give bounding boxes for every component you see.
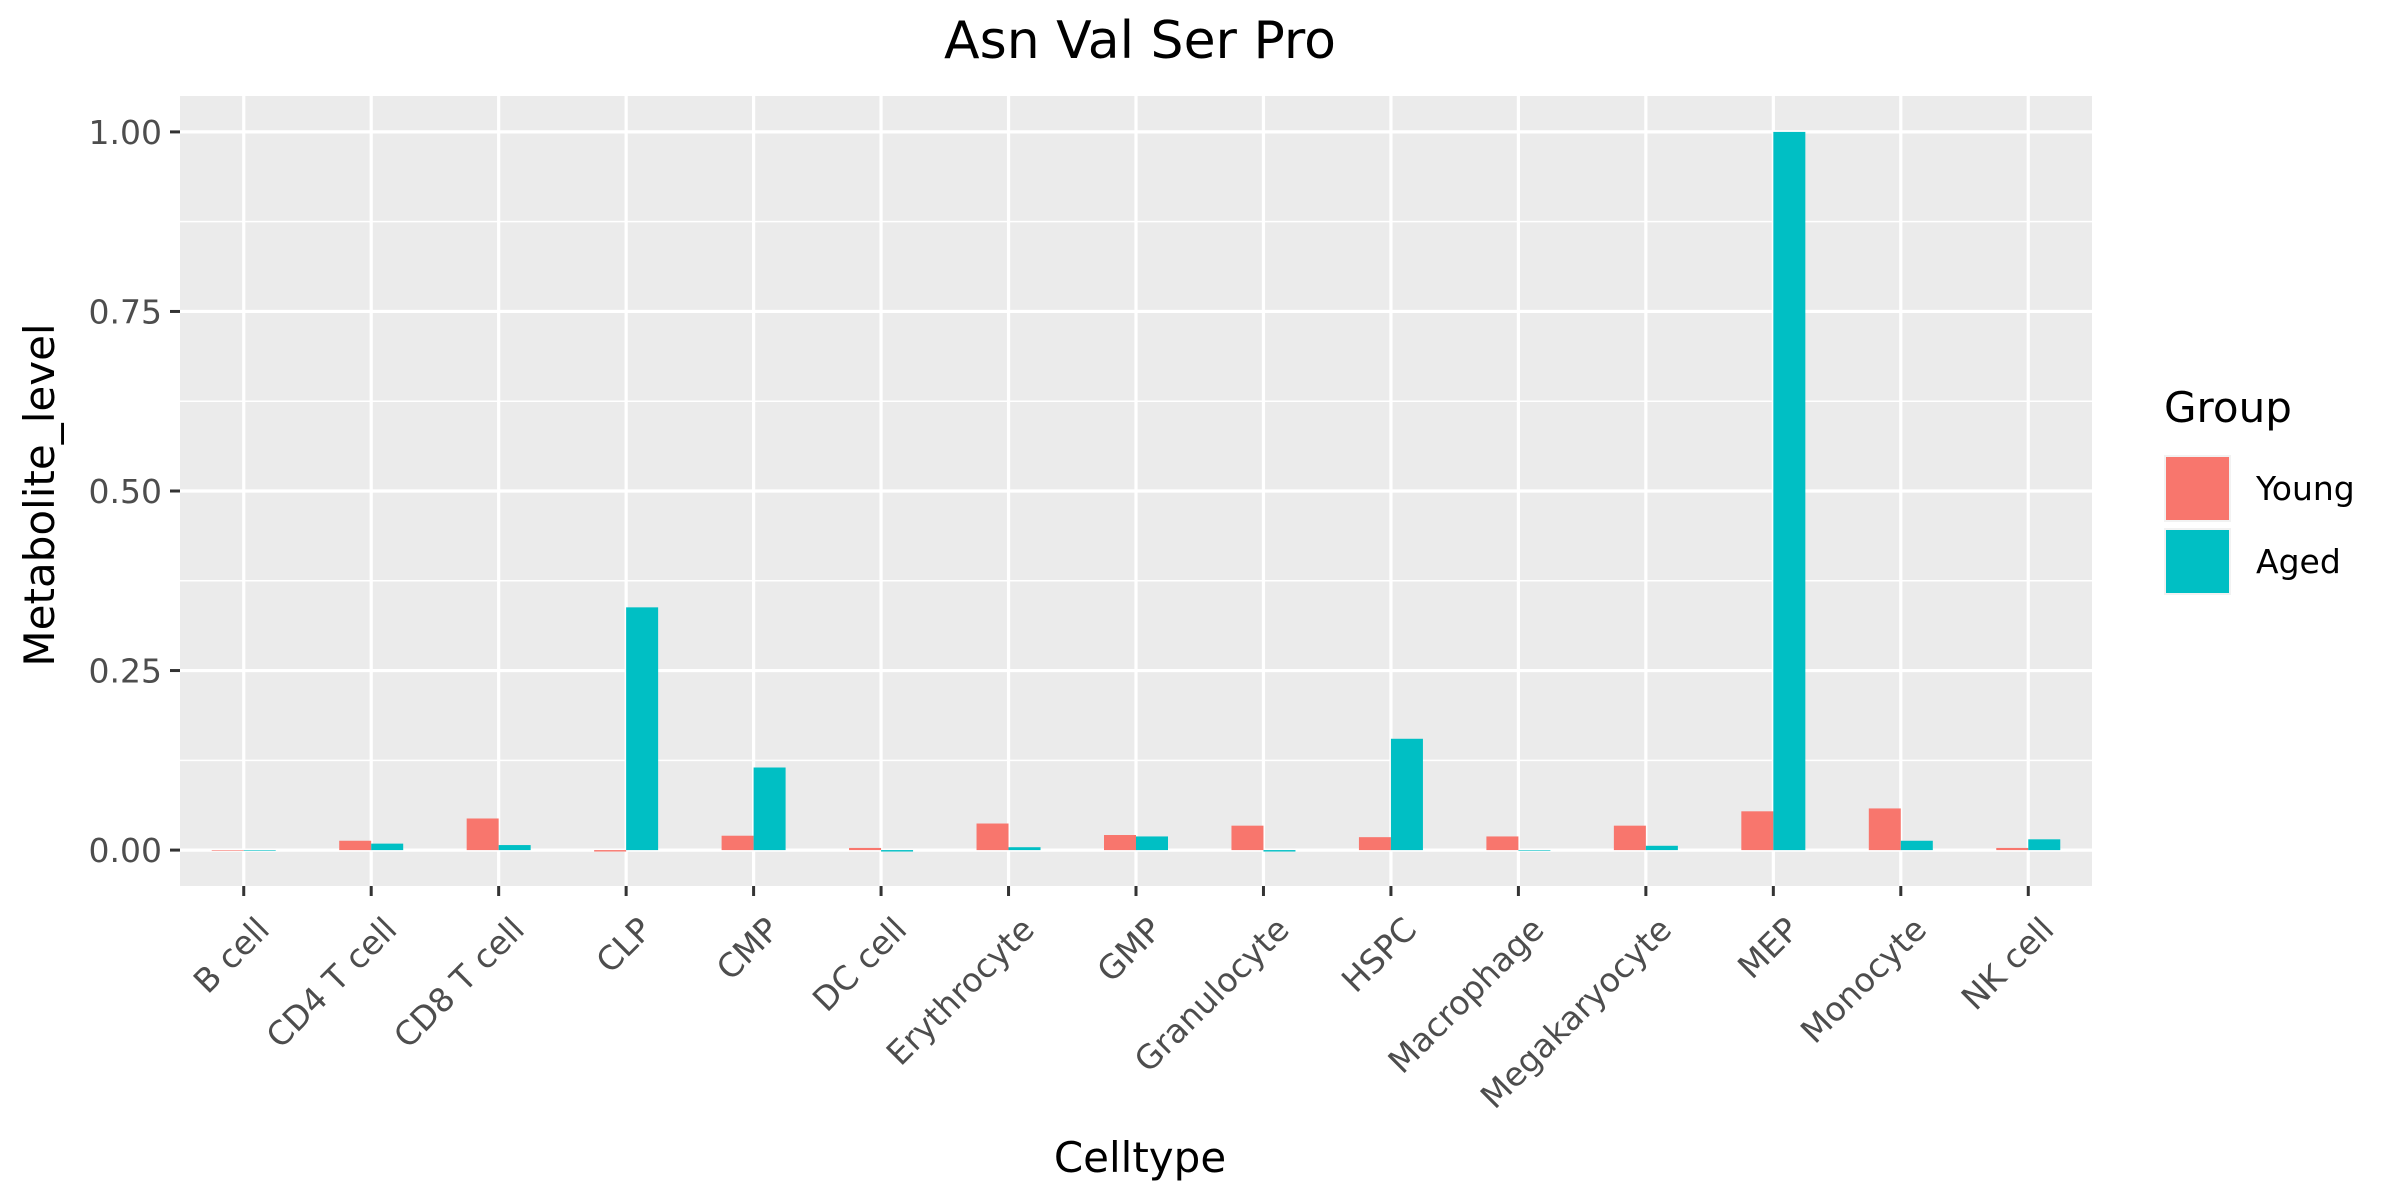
bar-aged-b-cell <box>243 850 276 851</box>
bar-young-monocyte <box>1868 808 1901 851</box>
chart-title: Asn Val Ser Pro <box>944 11 1336 71</box>
y-tick-label: 0.25 <box>89 652 162 691</box>
bar-young-clp <box>594 850 627 852</box>
legend-label-aged: Aged <box>2256 542 2341 581</box>
bar-aged-cd4-t-cell <box>371 843 404 851</box>
legend-swatch-aged <box>2166 530 2229 593</box>
bar-aged-clp <box>626 607 659 851</box>
legend: Group Young Aged <box>2164 383 2355 595</box>
y-tick-label: 0.75 <box>89 292 162 331</box>
bar-young-cd8-t-cell <box>466 818 499 851</box>
bar-aged-gmp <box>1136 836 1168 851</box>
bar-young-dc-cell <box>849 847 882 851</box>
bar-aged-cmp <box>753 767 786 851</box>
bar-aged-megakaryocyte <box>1645 845 1678 851</box>
bar-aged-monocyte <box>1900 840 1933 851</box>
bar-young-gmp <box>1104 835 1136 851</box>
bar-young-macrophage <box>1486 836 1519 851</box>
bar-young-erythrocyte <box>976 823 1009 851</box>
bar-young-hspc <box>1358 837 1391 851</box>
legend-title: Group <box>2164 383 2292 432</box>
y-axis-title: Metabolite_level <box>15 323 64 666</box>
bar-aged-nk-cell <box>2028 839 2061 851</box>
bar-aged-granulocyte <box>1263 850 1296 852</box>
bar-young-megakaryocyte <box>1613 825 1646 851</box>
y-tick-label: 1.00 <box>89 113 162 152</box>
bar-aged-dc-cell <box>881 850 914 852</box>
bar-young-mep <box>1741 811 1774 851</box>
bar-aged-macrophage <box>1518 850 1551 851</box>
bar-aged-cd8-t-cell <box>498 845 531 851</box>
bar-aged-hspc <box>1390 738 1423 851</box>
bar-young-b-cell <box>211 850 244 851</box>
bar-aged-erythrocyte <box>1008 847 1041 851</box>
bar-young-cd4-t-cell <box>339 840 372 851</box>
bar-young-nk-cell <box>1996 847 2029 851</box>
y-tick-label: 0.00 <box>89 831 162 870</box>
bar-young-cmp <box>721 835 754 851</box>
bar-young-granulocyte <box>1231 825 1264 851</box>
x-axis-title: Celltype <box>1054 1133 1226 1182</box>
y-tick-label: 0.50 <box>89 472 162 511</box>
legend-swatch-young <box>2166 457 2229 520</box>
legend-label-young: Young <box>2255 469 2355 508</box>
bar-aged-mep <box>1773 131 1806 851</box>
